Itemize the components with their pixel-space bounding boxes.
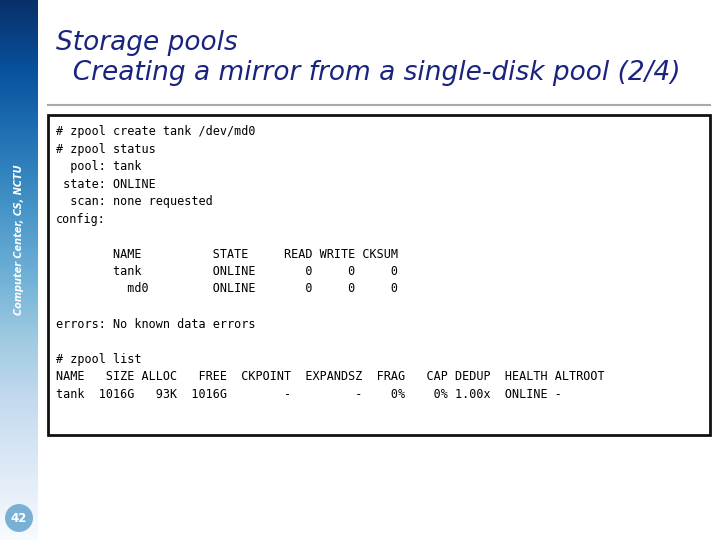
Text: md0         ONLINE       0     0     0: md0 ONLINE 0 0 0 bbox=[56, 282, 398, 295]
Text: Creating a mirror from a single-disk pool (2/4): Creating a mirror from a single-disk poo… bbox=[56, 60, 680, 86]
Text: scan: none requested: scan: none requested bbox=[56, 195, 212, 208]
Text: NAME          STATE     READ WRITE CKSUM: NAME STATE READ WRITE CKSUM bbox=[56, 247, 398, 260]
Text: config:: config: bbox=[56, 213, 106, 226]
Text: pool: tank: pool: tank bbox=[56, 160, 142, 173]
Circle shape bbox=[5, 504, 33, 532]
Text: tank  1016G   93K  1016G        -         -    0%    0% 1.00x  ONLINE -: tank 1016G 93K 1016G - - 0% 0% 1.00x ONL… bbox=[56, 388, 562, 401]
Text: # zpool list: # zpool list bbox=[56, 353, 142, 366]
Text: # zpool create tank /dev/md0: # zpool create tank /dev/md0 bbox=[56, 125, 256, 138]
Bar bbox=[48, 115, 710, 435]
Text: # zpool status: # zpool status bbox=[56, 143, 156, 156]
Text: tank          ONLINE       0     0     0: tank ONLINE 0 0 0 bbox=[56, 265, 398, 278]
Text: errors: No known data errors: errors: No known data errors bbox=[56, 318, 256, 330]
Text: state: ONLINE: state: ONLINE bbox=[56, 178, 156, 191]
Text: Computer Center, CS, NCTU: Computer Center, CS, NCTU bbox=[14, 165, 24, 315]
Text: Storage pools: Storage pools bbox=[56, 30, 238, 56]
Text: NAME   SIZE ALLOC   FREE  CKPOINT  EXPANDSZ  FRAG   CAP DEDUP  HEALTH ALTROOT: NAME SIZE ALLOC FREE CKPOINT EXPANDSZ FR… bbox=[56, 370, 605, 383]
Text: 42: 42 bbox=[11, 511, 27, 524]
